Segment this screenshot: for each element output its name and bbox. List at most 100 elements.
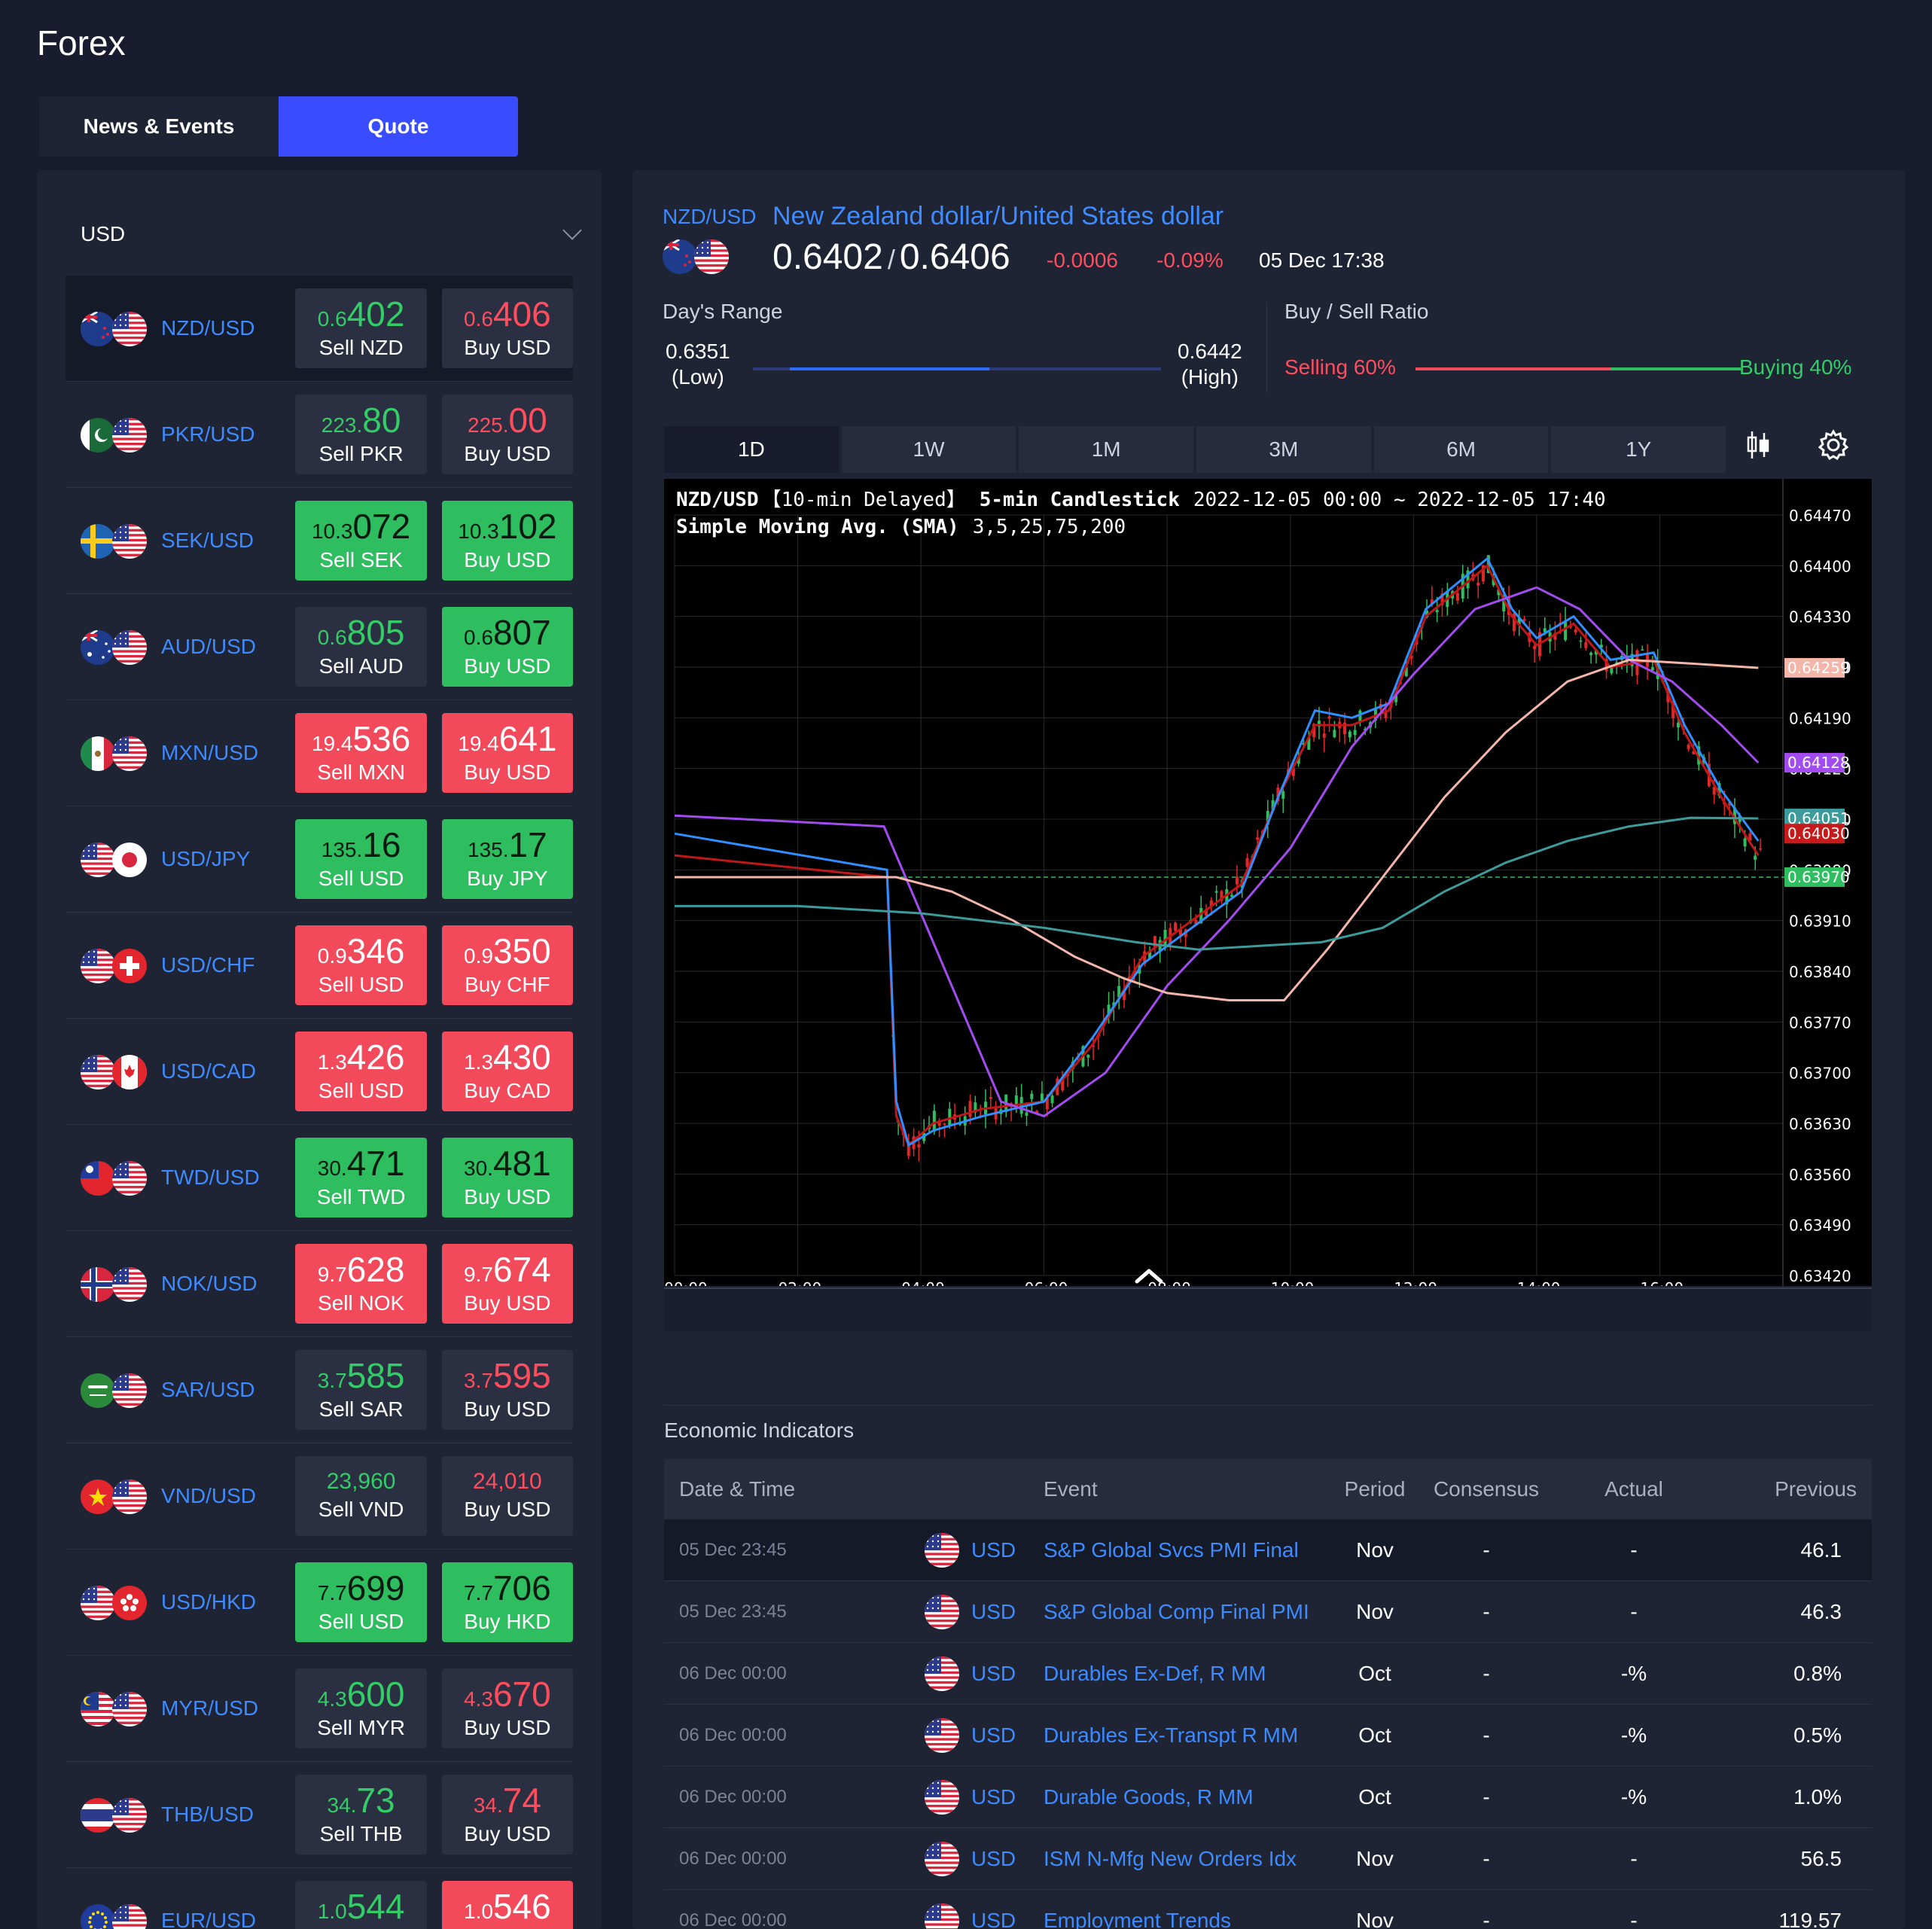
pair-row-usd-hkd[interactable]: USD/HKD 7.7 699 Sell USD 7.7 706 Buy HKD <box>66 1550 574 1656</box>
price-chart[interactable]: NZD/USD 【10-min Delayed】 5-min Candlestick… <box>664 479 1872 1286</box>
pair-name[interactable]: USD/JPY <box>161 847 251 870</box>
price-marker-bg <box>1784 824 1845 844</box>
pair-row-twd-usd[interactable]: TWD/USD 30. 471 Sell TWD 30. 481 Buy USD <box>66 1125 574 1231</box>
period-tab-1d[interactable]: 1D <box>664 426 839 473</box>
buy-price: 30. 481 <box>464 1146 551 1181</box>
price-chart-svg[interactable]: NZD/USD 【10-min Delayed】 5-min Candlestick… <box>664 479 1872 1286</box>
pair-row-usd-jpy[interactable]: USD/JPY 135. 16 Sell USD 135. 17 Buy JPY <box>66 806 574 913</box>
buy-button[interactable]: 0.6 807 Buy USD <box>441 607 574 687</box>
pair-row-nzd-usd[interactable]: NZD/USD 0.6 402 Sell NZD 0.6 406 Buy USD <box>66 276 574 382</box>
row-event[interactable]: S&P Global Svcs PMI Final <box>1044 1537 1299 1562</box>
buy-button[interactable]: 3.7 595 Buy USD <box>441 1350 574 1430</box>
sell-button[interactable]: 23,960 Sell VND <box>295 1456 427 1536</box>
row-event[interactable]: Durables Ex-Def, R MM <box>1044 1661 1266 1685</box>
buy-button[interactable]: 7.7 706 Buy HKD <box>441 1562 574 1642</box>
currency-filter-select[interactable]: USD <box>81 215 593 253</box>
sell-button[interactable]: 10.3 072 Sell SEK <box>295 501 427 581</box>
sell-button[interactable]: 9.7 628 Sell NOK <box>295 1244 427 1324</box>
tab-quote[interactable]: Quote <box>279 96 518 157</box>
buy-button[interactable]: 34. 74 Buy USD <box>441 1775 574 1854</box>
sell-button[interactable]: 7.7 699 Sell USD <box>295 1562 427 1642</box>
table-row[interactable]: 06 Dec 00:00 USD ISM N-Mfg New Orders Idx N… <box>664 1828 1872 1890</box>
sell-button[interactable]: 4.3 600 Sell MYR <box>295 1668 427 1748</box>
gear-icon[interactable] <box>1812 423 1855 467</box>
pair-name[interactable]: USD/CAD <box>161 1059 257 1083</box>
candlestick-chart-icon[interactable] <box>1736 423 1780 467</box>
period-tab-3m[interactable]: 3M <box>1196 426 1371 473</box>
pair-name[interactable]: EUR/USD <box>161 1909 257 1929</box>
buy-button[interactable]: 19.4 641 Buy USD <box>441 713 574 793</box>
pair-name[interactable]: AUD/USD <box>161 635 257 658</box>
sell-button[interactable]: 223. 80 Sell PKR <box>295 395 427 474</box>
pair-row-usd-chf[interactable]: USD/CHF 0.9 346 Sell USD 0.9 350 Buy CHF <box>66 913 574 1019</box>
sell-button[interactable]: 19.4 536 Sell MXN <box>295 713 427 793</box>
buy-button[interactable]: 135. 17 Buy JPY <box>441 819 574 899</box>
row-event[interactable]: Employment Trends <box>1044 1908 1231 1929</box>
pair-name[interactable]: NOK/USD <box>161 1272 257 1295</box>
pair-row-thb-usd[interactable]: THB/USD 34. 73 Sell THB 34. 74 Buy USD <box>66 1762 574 1868</box>
pair-name[interactable]: MXN/USD <box>161 741 259 764</box>
detail-pair-name[interactable]: New Zealand dollar/United States dollar <box>772 202 1224 230</box>
period-tab-1y[interactable]: 1Y <box>1551 426 1726 473</box>
row-event[interactable]: ISM N-Mfg New Orders Idx <box>1044 1846 1297 1870</box>
buy-button[interactable]: 0.9 350 Buy CHF <box>441 925 574 1005</box>
table-row[interactable]: 05 Dec 23:45 USD S&P Global Comp Final PMI… <box>664 1581 1872 1643</box>
chevron-up-icon[interactable] <box>1132 1266 1166 1286</box>
period-tab-1w[interactable]: 1W <box>841 426 1016 473</box>
sell-button[interactable]: 1.0544Sell EUR <box>295 1881 427 1929</box>
pair-row-mxn-usd[interactable]: MXN/USD 19.4 536 Sell MXN 19.4 641 Buy USD <box>66 700 574 806</box>
pair-row-myr-usd[interactable]: MYR/USD 4.3 600 Sell MYR 4.3 670 Buy USD <box>66 1656 574 1762</box>
pair-name[interactable]: TWD/USD <box>161 1166 260 1189</box>
pair-row-eur-usd[interactable]: EUR/USD 1.0544Sell EUR 1.0546Buy USD <box>66 1868 574 1929</box>
candle <box>1281 791 1285 799</box>
period-tab-1m[interactable]: 1M <box>1019 426 1194 473</box>
pair-name[interactable]: USD/CHF <box>161 953 255 977</box>
pair-row-pkr-usd[interactable]: PKR/USD 223. 80 Sell PKR 225. 00 Buy USD <box>66 382 574 488</box>
buy-button[interactable]: 225. 00 Buy USD <box>441 395 574 474</box>
pair-name[interactable]: PKR/USD <box>161 422 255 446</box>
table-row[interactable]: 06 Dec 00:00 USD Durable Goods, R MM Oct - -%… <box>664 1766 1872 1828</box>
sell-button[interactable]: 1.3 426 Sell USD <box>295 1032 427 1111</box>
sell-button[interactable]: 0.6 805 Sell AUD <box>295 607 427 687</box>
pair-row-sar-usd[interactable]: SAR/USD 3.7 585 Sell SAR 3.7 595 Buy USD <box>66 1337 574 1443</box>
pair-row-nok-usd[interactable]: NOK/USD 9.7 628 Sell NOK 9.7 674 Buy USD <box>66 1231 574 1337</box>
table-row[interactable]: 06 Dec 00:00 USD Employment Trends Nov - - 119… <box>664 1890 1872 1929</box>
pair-name[interactable]: SEK/USD <box>161 529 254 552</box>
buy-button[interactable]: 1.3 430 Buy CAD <box>441 1032 574 1111</box>
sell-button[interactable]: 30. 471 Sell TWD <box>295 1138 427 1217</box>
sell-button[interactable]: 0.9 346 Sell USD <box>295 925 427 1005</box>
pair-row-sek-usd[interactable]: SEK/USD 10.3 072 Sell SEK 10.3 102 Buy USD <box>66 488 574 594</box>
row-event[interactable]: Durables Ex-Transpt R MM <box>1044 1723 1299 1747</box>
pair-name[interactable]: USD/HKD <box>161 1590 257 1614</box>
buy-button[interactable]: 9.7 674 Buy USD <box>441 1244 574 1324</box>
detail-symbol: NZD/USD <box>663 205 757 228</box>
table-row[interactable]: 06 Dec 00:00 USD Durables Ex-Transpt R MM O… <box>664 1705 1872 1766</box>
sell-button[interactable]: 34. 73 Sell THB <box>295 1775 427 1854</box>
table-row[interactable]: 05 Dec 23:45 USD S&P Global Svcs PMI Final… <box>664 1519 1872 1581</box>
sell-button[interactable]: 3.7 585 Sell SAR <box>295 1350 427 1430</box>
row-event[interactable]: S&P Global Comp Final PMI <box>1044 1599 1309 1623</box>
buy-button[interactable]: 4.3 670 Buy USD <box>441 1668 574 1748</box>
buy-button[interactable]: 30. 481 Buy USD <box>441 1138 574 1217</box>
tab-news-events[interactable]: News & Events <box>83 114 235 138</box>
buy-button[interactable]: 10.3 102 Buy USD <box>441 501 574 581</box>
candle <box>1492 576 1495 586</box>
pair-name[interactable]: VND/USD <box>161 1484 257 1507</box>
row-event[interactable]: Durable Goods, R MM <box>1044 1784 1254 1809</box>
period-tab-6m[interactable]: 6M <box>1373 426 1549 473</box>
pair-row-vnd-usd[interactable]: VND/USD 23,960 Sell VND 24,010 Buy USD <box>66 1443 574 1550</box>
pair-name[interactable]: NZD/USD <box>161 316 255 340</box>
pair-row-usd-cad[interactable]: USD/CAD 1.3 426 Sell USD 1.3 430 Buy CAD <box>66 1019 574 1125</box>
buy-button[interactable]: 24,010 Buy USD <box>441 1456 574 1536</box>
buy-button[interactable]: 1.0546Buy USD <box>441 1881 574 1929</box>
chart-collapse-bar[interactable] <box>664 1269 1872 1331</box>
pair-row-aud-usd[interactable]: AUD/USD 0.6 805 Sell AUD 0.6 807 Buy USD <box>66 594 574 700</box>
sell-button[interactable]: 135. 16 Sell USD <box>295 819 427 899</box>
pair-name[interactable]: SAR/USD <box>161 1378 255 1401</box>
table-row[interactable]: 06 Dec 00:00 USD Durables Ex-Def, R MM Oct -… <box>664 1643 1872 1705</box>
candle <box>1307 737 1311 750</box>
sell-button[interactable]: 0.6 402 Sell NZD <box>295 288 427 368</box>
pair-name[interactable]: THB/USD <box>161 1803 254 1826</box>
buy-button[interactable]: 0.6 406 Buy USD <box>441 288 574 368</box>
pair-name[interactable]: MYR/USD <box>161 1696 259 1720</box>
